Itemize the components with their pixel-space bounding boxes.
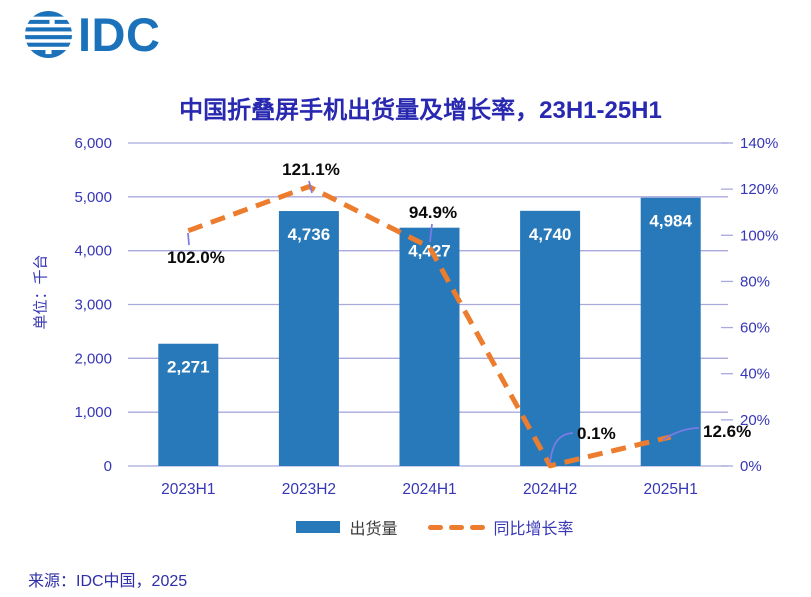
bar-2024H2 [520,210,581,466]
annotation-leader [187,232,190,246]
y-right-tick-label: 120% [740,181,778,198]
legend-bar-label: 出货量 [349,521,398,538]
y-left-tick-label: 1,000 [74,404,112,421]
idc-logo: IDC [24,10,160,59]
y-right-tick-label: 140% [740,135,778,152]
growth-value-label: 12.6% [703,422,751,441]
bar-2024H1 [399,227,460,466]
y-right-tick-label: 100% [740,227,778,244]
y-right-tick-label: 40% [740,366,770,383]
idc-logo-text: IDC [78,8,161,61]
y-left-tick-label: 2,000 [74,350,112,367]
source-note: 来源：IDC中国，2025 [28,573,188,590]
y-right-tick-label: 0% [740,458,762,475]
bar-value-label: 4,740 [529,225,572,244]
chart-legend: 出货量 同比增长率 [75,515,795,539]
bar-value-label: 2,271 [167,358,210,377]
y-left-tick-label: 4,000 [74,243,112,260]
x-tick-label: 2024H1 [402,481,456,498]
bar-value-label: 4,736 [288,225,331,244]
y-left-tick-label: 6,000 [74,135,112,152]
legend-line-label: 同比增长率 [493,521,574,538]
growth-value-label: 121.1% [282,160,340,179]
y-right-tick-label: 80% [740,273,770,290]
legend-line-swatch [427,524,485,530]
bar-2023H2 [278,211,339,466]
growth-value-label: 0.1% [577,424,616,443]
x-tick-label: 2024H2 [523,481,577,498]
legend-line-dash [427,524,443,530]
y-right-tick-label: 60% [740,320,770,337]
x-tick-label: 2023H1 [161,481,215,498]
idc-globe-icon [24,11,73,58]
x-tick-label: 2023H2 [282,481,336,498]
growth-value-label: 102.0% [167,248,225,267]
annotation-leader [429,223,433,243]
growth-value-label: 94.9% [409,203,457,222]
annotation-leader [308,180,313,194]
y-right-tick-label: 20% [740,412,770,429]
bar-2023H1 [158,343,219,466]
legend-item-growth: 同比增长率 [427,515,574,539]
y-left-tick-label: 3,000 [74,297,112,314]
annotation-leader [662,427,700,441]
chart-title: 中国折叠屏手机出货量及增长率，23H1-25H1 [179,97,662,124]
bar-value-label: 4,984 [649,212,692,231]
legend-line-dash [469,524,485,530]
y-left-tick-label: 0 [104,458,112,475]
annotation-leader [549,432,574,464]
x-tick-label: 2025H1 [644,481,698,498]
growth-line [187,184,672,469]
bar-2025H1 [640,197,701,466]
y-left-tick-label: 5,000 [74,189,112,206]
legend-line-dash [448,524,464,530]
legend-item-shipments: 出货量 [296,515,398,539]
legend-bar-swatch [296,521,341,533]
